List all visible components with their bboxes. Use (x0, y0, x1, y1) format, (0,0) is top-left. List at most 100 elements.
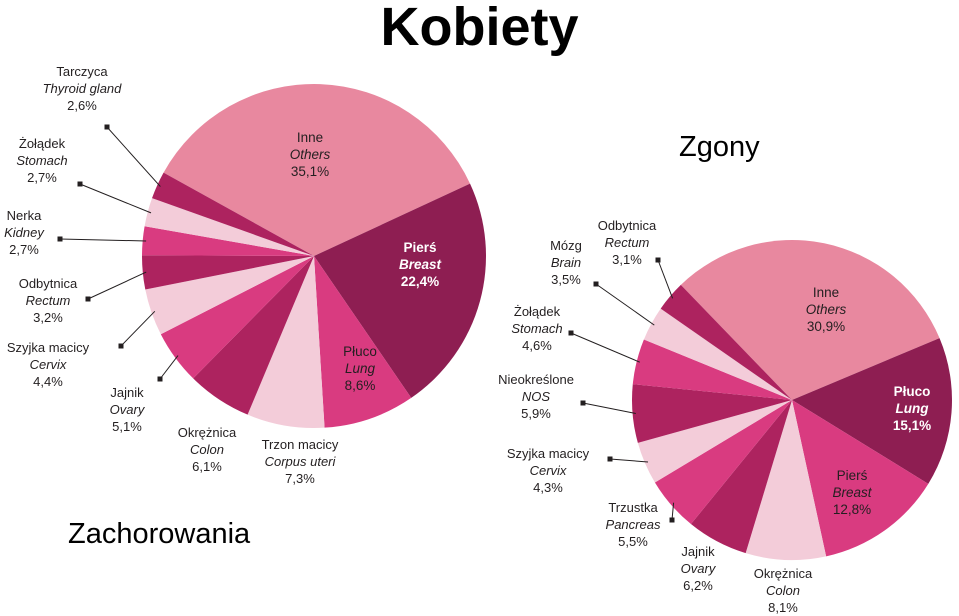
label-name: Tarczyca (56, 64, 108, 79)
leader-dot-rectum (655, 257, 661, 263)
label-name-en: Breast (399, 257, 442, 272)
label-kidney: Nerka Kidney 2,7% (4, 208, 45, 257)
label-name: Okrężnica (754, 566, 813, 581)
label-name-en: Lung (896, 401, 930, 416)
label-name-en: Colon (766, 583, 800, 598)
label-value: 4,3% (533, 480, 563, 495)
label-name: Płuco (894, 384, 931, 399)
pie-slice-corpus-uteri (247, 256, 325, 429)
leader-line-brain (595, 283, 655, 326)
label-name: Inne (297, 130, 323, 145)
label-cervix: Szyjka macicy Cervix 4,4% (7, 340, 90, 389)
leader-dot-kidney (57, 236, 63, 242)
label-value: 6,1% (192, 459, 222, 474)
label-breast: Pierś Breast 22,4% (399, 240, 442, 289)
label-name-en: Stomach (16, 153, 67, 168)
label-stomach: Żołądek Stomach 2,7% (16, 136, 67, 185)
label-name-en: Thyroid gland (43, 81, 123, 96)
label-name-en: Brain (551, 255, 581, 270)
page-title: Kobiety (380, 0, 579, 57)
label-name: Nerka (7, 208, 42, 223)
label-ovary: Jajnik Ovary 6,2% (681, 544, 717, 593)
label-stomach: Żołądek Stomach 4,6% (511, 304, 562, 353)
label-name-en: Ovary (110, 402, 146, 417)
pie-slice-ovary (690, 400, 792, 554)
label-lung: Płuco Lung 8,6% (343, 344, 377, 393)
label-value: 2,6% (67, 98, 97, 113)
label-name-en: Rectum (605, 235, 650, 250)
label-name: Trzustka (608, 500, 658, 515)
leader-dot-stomach (77, 181, 83, 187)
label-name: Pierś (837, 468, 868, 483)
label-lung: Płuco Lung 15,1% (893, 384, 931, 433)
label-value: 35,1% (291, 164, 329, 179)
pie-slice-colon (193, 256, 314, 415)
label-rectum: Odbytnica Rectum 3,2% (19, 276, 78, 325)
pie-slice-nos (632, 384, 792, 443)
label-name-en: Cervix (30, 357, 67, 372)
label-name-en: Corpus uteri (265, 454, 337, 469)
label-value: 5,1% (112, 419, 142, 434)
label-name-en: Colon (190, 442, 224, 457)
label-breast: Pierś Breast 12,8% (832, 468, 872, 517)
label-value: 2,7% (9, 242, 39, 257)
label-name: Płuco (343, 344, 377, 359)
label-name: Odbytnica (19, 276, 78, 291)
label-name: Żołądek (19, 136, 66, 151)
incidence-chart-title: Zachorowania (68, 518, 251, 550)
pie-slice-cervix (637, 400, 792, 483)
leader-line-kidney (59, 238, 147, 242)
label-colon: Okrężnica Colon 6,1% (178, 425, 237, 474)
leader-line-stomach (79, 183, 152, 214)
pie-slice-breast (792, 400, 929, 557)
leader-line-rectum (657, 259, 674, 299)
label-name-en: Rectum (26, 293, 71, 308)
pie-slice-stomach (632, 339, 792, 400)
leader-dot-rectum (85, 296, 91, 302)
label-name: Jajnik (681, 544, 715, 559)
zachorowania-pie: Inne Others 35,1% Pierś Breast 22,4% Płuco Lung… (4, 64, 487, 486)
deaths-chart-title: Zgony (679, 131, 760, 163)
pie-slice-ovary (160, 256, 314, 379)
leader-dot-ovary (157, 376, 163, 382)
label-name-en: Breast (832, 485, 872, 500)
label-value: 12,8% (833, 502, 871, 517)
label-value: 8,6% (345, 378, 376, 393)
leader-line-cervix (120, 310, 156, 347)
pie-slice-others (680, 240, 940, 400)
leader-dot-cervix (607, 456, 613, 462)
label-value: 7,3% (285, 471, 315, 486)
label-name-en: Others (806, 302, 847, 317)
label-value: 2,7% (27, 170, 57, 185)
label-name-en: Cervix (530, 463, 567, 478)
label-value: 22,4% (401, 274, 439, 289)
leader-line-rectum (87, 271, 147, 300)
label-name-en: NOS (522, 389, 551, 404)
leader-dot-pancreas (669, 517, 675, 523)
pie-slice-lung (792, 338, 953, 484)
label-others: Inne Others 30,9% (806, 285, 847, 334)
pie-slice-rectum (660, 284, 792, 400)
leader-dot-nos (580, 400, 586, 406)
label-thyroid-gland: Tarczyca Thyroid gland 2,6% (43, 64, 123, 113)
leader-line-stomach (570, 332, 640, 363)
label-name: Żołądek (514, 304, 561, 319)
leader-line-cervix (609, 458, 649, 463)
label-cervix: Szyjka macicy Cervix 4,3% (507, 446, 590, 495)
label-rectum: Odbytnica Rectum 3,1% (598, 218, 657, 267)
label-brain: Mózg Brain 3,5% (550, 238, 582, 287)
pie-slice-lung (314, 256, 412, 428)
pie-slice-breast (314, 183, 487, 398)
label-value: 3,2% (33, 310, 63, 325)
label-name-en: Kidney (4, 225, 45, 240)
label-value: 3,1% (612, 252, 642, 267)
pie-slice-stomach (144, 198, 314, 256)
label-value: 15,1% (893, 418, 931, 433)
leader-dot-thyroid-gland (104, 124, 110, 130)
pie-slice-colon (745, 400, 827, 561)
label-name: Szyjka macicy (507, 446, 590, 461)
label-others: Inne Others 35,1% (290, 130, 331, 179)
zgony-pie: Inne Others 30,9% Płuco Lung 15,1% Pierś Breast… (498, 218, 953, 615)
label-value: 8,1% (768, 600, 798, 615)
label-ovary: Jajnik Ovary 5,1% (110, 385, 146, 434)
